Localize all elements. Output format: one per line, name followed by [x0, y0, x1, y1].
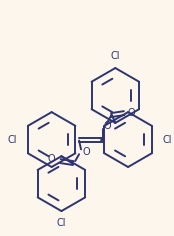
Text: O: O	[104, 121, 111, 131]
Text: Cl: Cl	[110, 51, 120, 61]
Text: O: O	[82, 147, 90, 157]
Text: Cl: Cl	[57, 218, 66, 228]
Text: O: O	[48, 154, 56, 164]
Text: O: O	[127, 108, 135, 118]
Text: Cl: Cl	[8, 135, 17, 145]
Text: Cl: Cl	[162, 135, 172, 145]
